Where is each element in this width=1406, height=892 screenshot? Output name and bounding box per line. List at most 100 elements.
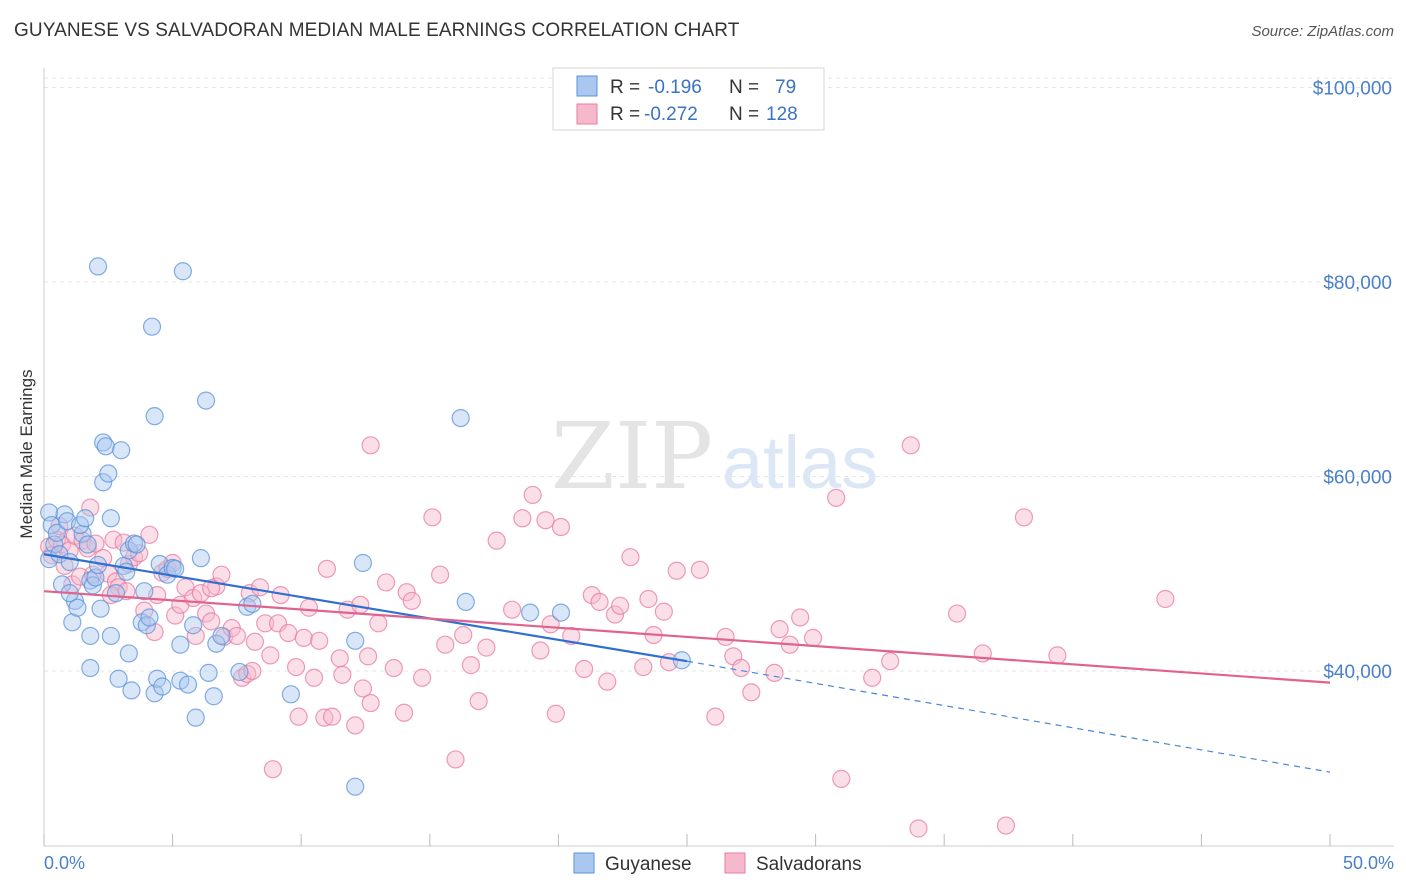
legend-swatch-salvadorans <box>576 103 598 125</box>
legend-r-label: R = <box>610 104 640 125</box>
point-salvadorans <box>1156 589 1175 609</box>
point-salvadorans <box>261 646 280 665</box>
point-guyanese <box>191 549 210 568</box>
y-tick-labels: $40,000 $60,000 $80,000 $100,000 <box>1313 78 1392 683</box>
trend-lines <box>43 553 1331 773</box>
point-salvadorans <box>546 704 565 723</box>
chart-title: GUYANESE VS SALVADORAN MEDIAN MALE EARNI… <box>14 20 740 41</box>
point-guyanese <box>204 687 223 706</box>
point-salvadorans <box>770 620 789 639</box>
point-guyanese <box>96 437 115 456</box>
point-salvadorans <box>333 665 352 684</box>
point-salvadorans <box>742 683 761 702</box>
point-salvadorans <box>863 668 882 687</box>
point-guyanese <box>521 603 540 622</box>
point-salvadorans <box>256 614 275 633</box>
point-salvadorans <box>299 598 319 617</box>
point-salvadorans <box>690 560 709 579</box>
point-salvadorans <box>791 608 810 627</box>
legend: R = -0.196 N = 79 R = -0.272 N = 128 <box>552 67 825 131</box>
point-salvadorans <box>827 488 846 507</box>
legend-n-value: 128 <box>766 104 798 125</box>
point-salvadorans <box>503 600 522 619</box>
point-guyanese <box>281 685 301 704</box>
point-guyanese <box>99 464 118 483</box>
bottom-legend-swatch-salvadorans <box>724 852 746 874</box>
legend-r-value: -0.272 <box>644 104 698 125</box>
point-salvadorans <box>310 631 329 650</box>
point-guyanese <box>127 535 146 554</box>
point-salvadorans <box>317 559 337 578</box>
trend-line-guyanese-extension <box>686 660 1331 773</box>
point-salvadorans <box>166 606 185 625</box>
point-salvadorans <box>1048 646 1067 665</box>
point-guyanese <box>112 441 131 460</box>
point-guyanese <box>184 616 203 635</box>
point-salvadorans <box>731 658 751 678</box>
point-guyanese <box>230 662 249 682</box>
point-guyanese <box>171 635 190 654</box>
point-guyanese <box>186 708 205 727</box>
point-salvadorans <box>575 659 594 679</box>
source-credit: Source: ZipAtlas.com <box>1251 23 1394 40</box>
point-guyanese <box>117 562 136 581</box>
point-salvadorans <box>706 707 725 726</box>
point-salvadorans <box>765 663 784 682</box>
point-salvadorans <box>513 509 532 528</box>
point-guyanese <box>81 571 100 590</box>
point-guyanese <box>173 262 192 281</box>
point-salvadorans <box>639 589 658 609</box>
point-salvadorans <box>716 627 735 647</box>
point-guyanese <box>346 631 365 650</box>
point-salvadorans <box>446 750 465 769</box>
trend-line-guyanese <box>43 553 688 663</box>
scatter-points <box>40 257 1175 838</box>
point-guyanese <box>76 509 95 528</box>
point-salvadorans <box>909 819 928 838</box>
point-salvadorans <box>1014 508 1034 527</box>
point-salvadorans <box>654 602 673 621</box>
point-guyanese <box>94 473 113 492</box>
point-salvadorans <box>140 525 159 544</box>
point-guyanese <box>196 391 216 410</box>
x-tick-label-min: 0.0% <box>44 853 85 873</box>
bottom-legend-label-guyanese: Guyanese <box>605 854 692 875</box>
point-guyanese <box>47 523 66 542</box>
point-guyanese <box>122 681 141 700</box>
point-salvadorans <box>634 657 653 677</box>
point-salvadorans <box>104 530 123 549</box>
legend-n-label: N = <box>729 104 759 125</box>
point-guyanese <box>101 509 120 528</box>
point-salvadorans <box>376 573 396 592</box>
point-salvadorans <box>294 628 313 647</box>
point-salvadorans <box>394 703 414 722</box>
point-salvadorans <box>322 707 342 726</box>
point-salvadorans <box>358 647 378 666</box>
point-guyanese <box>135 582 154 601</box>
legend-n-value: 79 <box>775 77 796 98</box>
point-salvadorans <box>469 691 488 711</box>
point-salvadorans <box>598 672 617 691</box>
point-guyanese <box>153 677 172 696</box>
point-guyanese <box>140 608 159 627</box>
legend-r-label: R = <box>610 77 640 98</box>
point-guyanese <box>145 684 164 703</box>
point-salvadorans <box>186 626 205 646</box>
point-guyanese <box>142 317 162 336</box>
point-salvadorans <box>996 816 1016 835</box>
point-guyanese <box>91 599 110 618</box>
point-salvadorans <box>384 658 403 678</box>
point-salvadorans <box>477 638 496 657</box>
point-salvadorans <box>582 585 601 605</box>
watermark-atlas: atlas <box>722 421 878 504</box>
point-salvadorans <box>454 625 473 645</box>
x-ticks <box>43 834 1331 846</box>
trend-line-salvadorans <box>43 590 1331 684</box>
point-guyanese <box>81 658 100 678</box>
point-guyanese <box>109 669 128 688</box>
point-salvadorans <box>369 614 388 633</box>
point-guyanese <box>451 409 470 428</box>
legend-n-label: N = <box>729 77 759 98</box>
point-salvadorans <box>81 498 100 517</box>
point-salvadorans <box>402 591 421 611</box>
